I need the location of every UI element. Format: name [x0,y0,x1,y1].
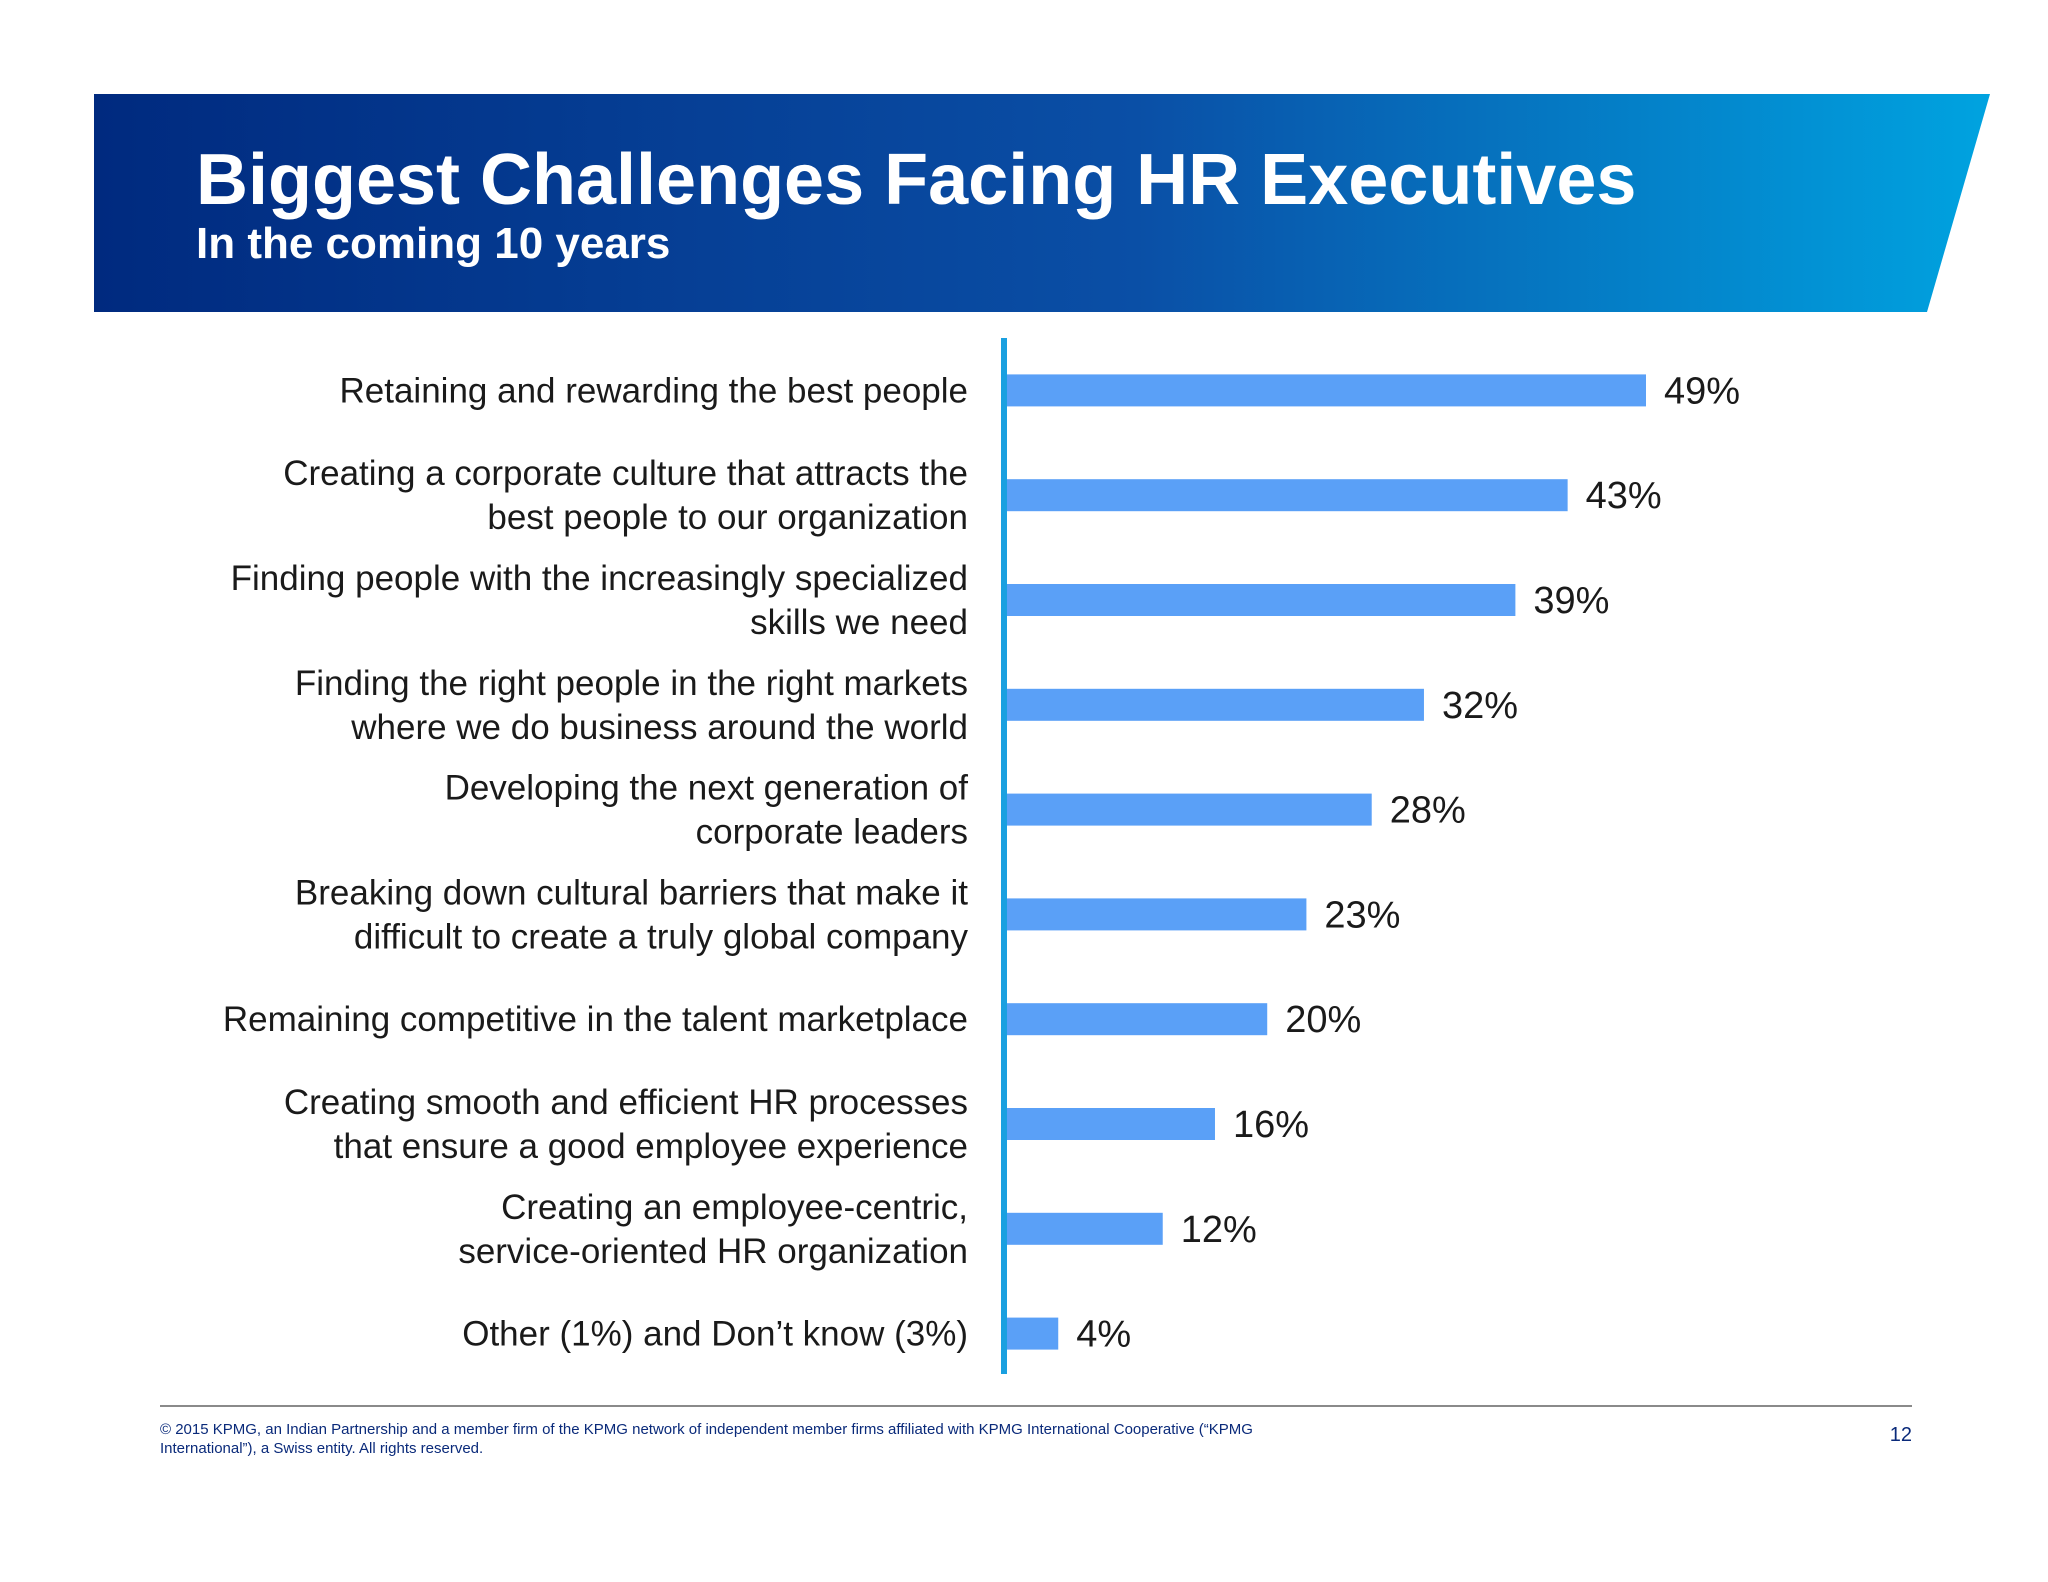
data-label-6: 20% [1285,999,1361,1041]
category-label-2: Finding people with the increasingly spe… [231,559,968,642]
category-label-line: service-oriented HR organization [458,1232,968,1271]
category-label-7: Creating smooth and efficient HR process… [284,1083,968,1166]
footer-copyright: © 2015 KPMG, an Indian Partnership and a… [160,1421,1253,1457]
data-label-0: 49% [1664,370,1740,412]
category-label-line: Creating a corporate culture that attrac… [283,454,968,493]
bar-5 [1006,898,1307,931]
value-labels: 49% 43% 39% 32% 28% 23% 20% 16% 12% 4% [1076,370,1740,1355]
page-number: 12 [1889,1424,1912,1446]
bar-6 [1006,1003,1268,1036]
data-label-9: 4% [1076,1314,1131,1356]
category-label-line: Finding people with the increasingly spe… [231,559,968,598]
bar-4 [1006,793,1372,826]
page-title: Biggest Challenges Facing HR Executives [196,140,1637,220]
category-label-4: Developing the next generation of corpora… [445,769,969,852]
bar-3 [1006,688,1424,721]
bar-8 [1006,1212,1163,1245]
category-label-line: Breaking down cultural barriers that mak… [295,873,968,912]
bar-7 [1006,1108,1215,1140]
bar-chart: Retaining and rewarding the best people C… [223,338,1740,1374]
category-label-line: skills we need [750,603,968,642]
header-banner-shape [94,94,1990,312]
bar-2 [1006,584,1516,616]
category-label-1: Creating a corporate culture that attrac… [283,454,968,537]
category-label-line: Creating smooth and efficient HR process… [284,1083,968,1122]
category-label-0: Retaining and rewarding the best people [340,371,969,410]
category-label-3: Finding the right people in the right ma… [295,664,968,747]
data-label-1: 43% [1586,475,1662,517]
page-subtitle: In the coming 10 years [196,219,671,268]
bars [1006,374,1646,1350]
category-label-line: Remaining competitive in the talent mark… [223,1000,968,1039]
category-label-6: Remaining competitive in the talent mark… [223,1000,968,1039]
footer-divider [160,1405,1912,1407]
category-label-line: Other (1%) and Don’t know (3%) [462,1315,968,1354]
data-label-4: 28% [1390,790,1466,832]
data-label-2: 39% [1533,580,1609,622]
data-label-3: 32% [1442,685,1518,727]
bar-1 [1006,479,1568,512]
category-label-line: difficult to create a truly global compa… [354,917,969,956]
category-label-line: Finding the right people in the right ma… [295,664,968,703]
category-label-line: Developing the next generation of [445,769,969,808]
bar-0 [1006,374,1646,407]
header-banner [94,94,1990,312]
category-label-line: corporate leaders [696,813,968,852]
data-label-8: 12% [1181,1209,1257,1251]
category-label-5: Breaking down cultural barriers that mak… [295,873,969,956]
category-labels: Retaining and rewarding the best people C… [223,371,969,1353]
category-label-line: best people to our organization [487,498,968,537]
data-label-5: 23% [1324,894,1400,936]
data-label-7: 16% [1233,1104,1309,1146]
category-label-9: Other (1%) and Don’t know (3%) [462,1315,968,1354]
category-label-line: that ensure a good employee experience [334,1127,968,1166]
bar-9 [1006,1317,1059,1350]
category-label-line: Retaining and rewarding the best people [340,371,969,410]
category-label-line: Creating an employee-centric, [501,1188,968,1227]
category-label-line: where we do business around the world [350,708,968,747]
category-label-8: Creating an employee-centric, service-ori… [458,1188,968,1271]
